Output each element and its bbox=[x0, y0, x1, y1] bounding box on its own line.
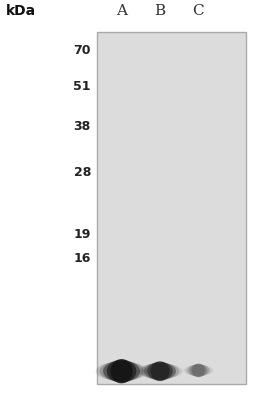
Ellipse shape bbox=[103, 360, 140, 382]
Ellipse shape bbox=[185, 365, 211, 376]
Ellipse shape bbox=[138, 363, 182, 379]
Ellipse shape bbox=[141, 363, 179, 380]
Bar bbox=[97, 32, 246, 384]
Text: A: A bbox=[116, 4, 127, 18]
Ellipse shape bbox=[99, 361, 144, 382]
Text: kDa: kDa bbox=[5, 4, 36, 18]
Ellipse shape bbox=[107, 360, 136, 383]
Ellipse shape bbox=[144, 362, 176, 380]
Text: 19: 19 bbox=[73, 228, 91, 240]
Ellipse shape bbox=[95, 362, 147, 381]
Ellipse shape bbox=[111, 359, 133, 383]
Text: 70: 70 bbox=[73, 44, 91, 56]
Text: 16: 16 bbox=[73, 252, 91, 264]
Ellipse shape bbox=[192, 364, 205, 377]
Text: C: C bbox=[193, 4, 204, 18]
Text: B: B bbox=[154, 4, 166, 18]
Ellipse shape bbox=[147, 362, 173, 380]
Ellipse shape bbox=[187, 364, 209, 376]
Ellipse shape bbox=[190, 364, 207, 377]
Text: 51: 51 bbox=[73, 80, 91, 92]
Ellipse shape bbox=[151, 361, 170, 381]
Ellipse shape bbox=[183, 365, 214, 376]
Text: 28: 28 bbox=[73, 166, 91, 178]
Text: 38: 38 bbox=[74, 120, 91, 132]
